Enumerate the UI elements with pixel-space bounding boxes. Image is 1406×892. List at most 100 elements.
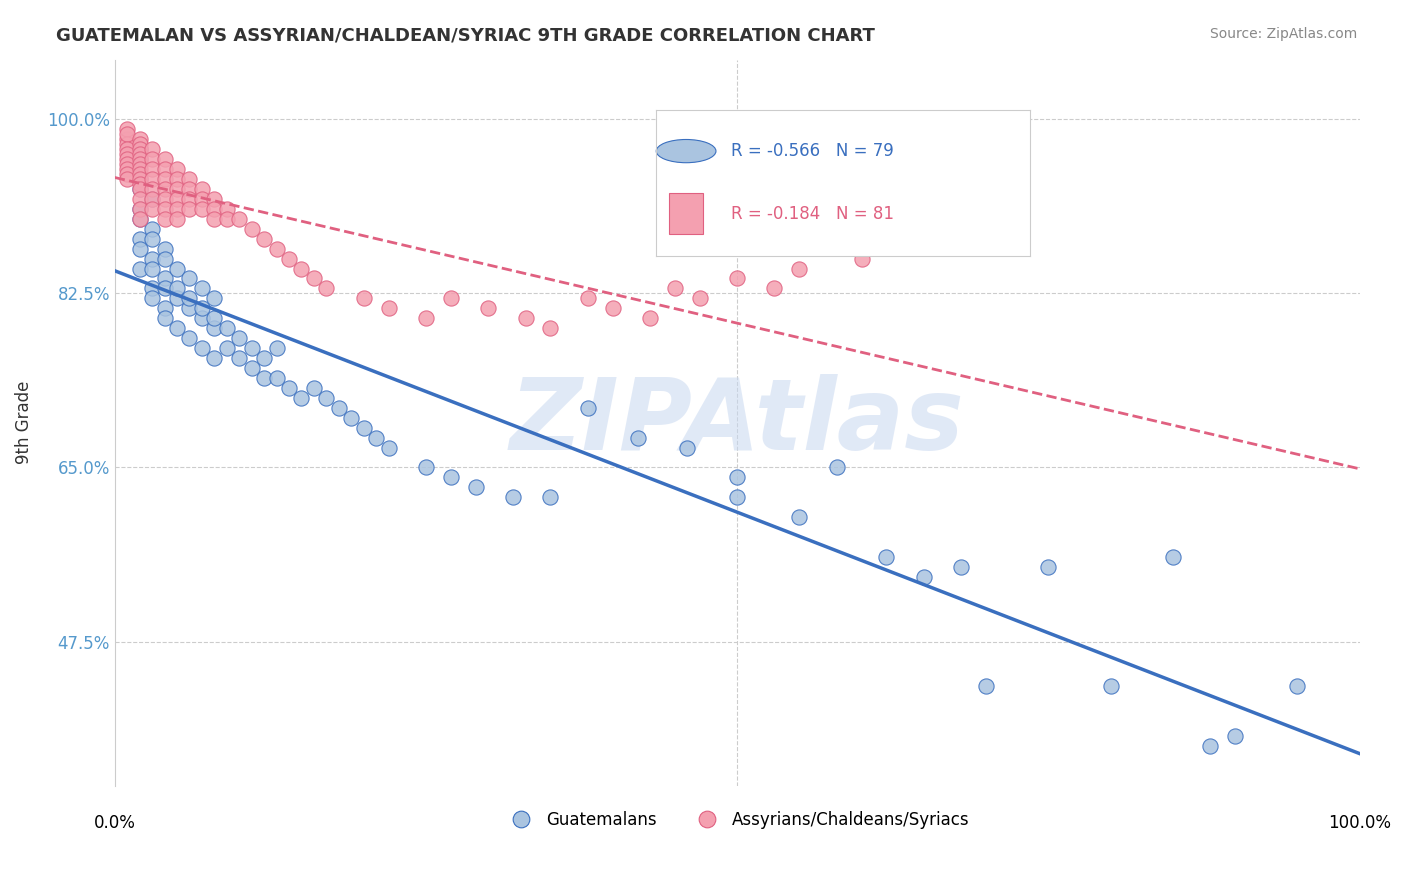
Point [153, 242, 176, 256]
Point [366, 431, 388, 445]
Point [166, 182, 188, 196]
Point [202, 351, 225, 365]
Point [725, 470, 748, 484]
Point [477, 301, 499, 316]
Point [115, 122, 138, 136]
Point [128, 202, 150, 216]
Point [128, 152, 150, 166]
Text: 0.0%: 0.0% [94, 814, 136, 831]
Point [141, 281, 163, 295]
Point [179, 192, 201, 206]
Point [128, 211, 150, 226]
Point [825, 460, 848, 475]
Point [128, 132, 150, 146]
Point [141, 192, 163, 206]
Point [240, 341, 263, 355]
Point [191, 202, 214, 216]
Point [725, 491, 748, 505]
Point [538, 321, 561, 335]
Point [128, 202, 150, 216]
Point [377, 441, 399, 455]
Point [141, 252, 163, 266]
Point [215, 211, 238, 226]
Point [676, 441, 699, 455]
Point [974, 679, 997, 693]
Point [141, 172, 163, 186]
Point [115, 147, 138, 161]
Point [440, 291, 463, 305]
Point [153, 172, 176, 186]
Point [191, 281, 214, 295]
Point [415, 460, 437, 475]
Point [664, 281, 686, 295]
Point [202, 202, 225, 216]
Point [141, 232, 163, 246]
Point [950, 560, 973, 574]
Point [538, 491, 561, 505]
Text: GUATEMALAN VS ASSYRIAN/CHALDEAN/SYRIAC 9TH GRADE CORRELATION CHART: GUATEMALAN VS ASSYRIAN/CHALDEAN/SYRIAC 9… [56, 27, 875, 45]
Point [1286, 679, 1309, 693]
Point [166, 202, 188, 216]
Point [128, 192, 150, 206]
Point [153, 252, 176, 266]
Point [166, 291, 188, 305]
Point [128, 172, 150, 186]
Point [1199, 739, 1222, 753]
Point [179, 301, 201, 316]
Point [1038, 560, 1060, 574]
Point [115, 161, 138, 176]
Point [278, 252, 301, 266]
Point [128, 182, 150, 196]
Point [876, 549, 898, 564]
Point [626, 431, 648, 445]
Point [266, 371, 288, 385]
Point [315, 391, 337, 405]
Point [141, 221, 163, 235]
Point [115, 172, 138, 186]
Point [789, 261, 811, 276]
Point [202, 192, 225, 206]
Point [290, 391, 312, 405]
Point [202, 211, 225, 226]
Legend: Guatemalans, Assyrians/Chaldeans/Syriacs: Guatemalans, Assyrians/Chaldeans/Syriacs [498, 805, 976, 836]
Text: 100.0%: 100.0% [1329, 814, 1391, 831]
Point [128, 177, 150, 191]
Point [515, 311, 537, 326]
Point [315, 281, 337, 295]
Point [128, 242, 150, 256]
Point [266, 341, 288, 355]
Point [115, 167, 138, 181]
Point [725, 271, 748, 285]
Point [191, 301, 214, 316]
Point [638, 311, 661, 326]
Point [215, 321, 238, 335]
Point [253, 232, 276, 246]
Point [353, 291, 375, 305]
Point [851, 252, 873, 266]
Point [228, 351, 250, 365]
Point [128, 232, 150, 246]
Point [202, 291, 225, 305]
Point [602, 301, 624, 316]
Point [440, 470, 463, 484]
Point [215, 341, 238, 355]
Point [153, 271, 176, 285]
Point [576, 291, 599, 305]
Point [502, 491, 524, 505]
Point [153, 192, 176, 206]
Point [377, 301, 399, 316]
Point [179, 331, 201, 345]
Point [290, 261, 312, 276]
Point [128, 167, 150, 181]
Point [202, 321, 225, 335]
Point [153, 301, 176, 316]
Point [128, 157, 150, 171]
Point [166, 192, 188, 206]
Point [153, 182, 176, 196]
Point [153, 152, 176, 166]
Point [763, 281, 786, 295]
Point [128, 261, 150, 276]
Point [202, 311, 225, 326]
Point [128, 137, 150, 152]
Point [153, 281, 176, 295]
